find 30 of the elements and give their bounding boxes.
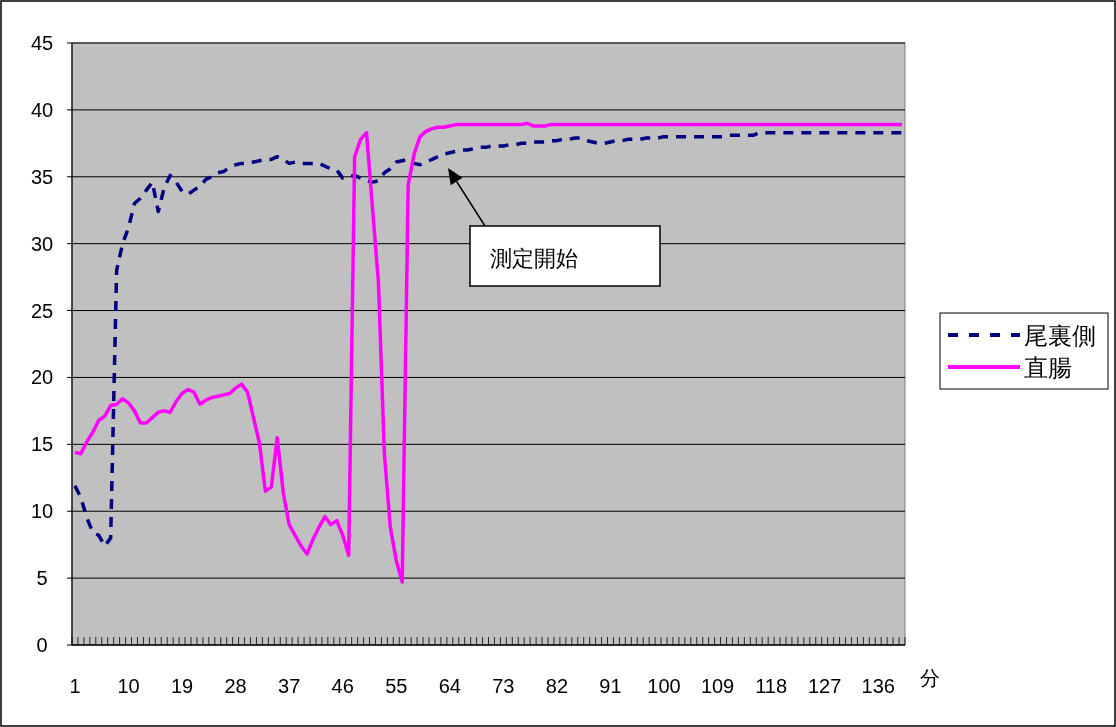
y-tick-label: 5 [36, 567, 48, 590]
x-tick-label: 136 [861, 675, 895, 697]
x-tick-label: 1 [69, 675, 81, 697]
x-tick-label: 118 [755, 675, 788, 697]
x-tick-label: 91 [599, 675, 622, 697]
x-tick-label: 100 [647, 675, 681, 697]
x-tick-label: 46 [331, 675, 354, 697]
legend-label: 尾裏側 [1024, 322, 1096, 349]
x-tick-label: 64 [438, 675, 461, 697]
y-tick-label: 0 [36, 634, 48, 656]
x-tick-label: 28 [224, 675, 247, 697]
x-tick-label: 37 [278, 675, 301, 697]
y-tick-label: 25 [30, 299, 54, 322]
x-tick-label: 55 [385, 675, 408, 697]
annotation: 測定開始 [490, 246, 578, 271]
x-tick-label: 109 [700, 675, 735, 697]
legend-label: 直腸 [1024, 354, 1072, 381]
y-tick-label: 35 [30, 165, 54, 188]
y-tick-label: 40 [30, 98, 54, 121]
y-tick-label: 15 [30, 433, 54, 456]
y-tick-label: 30 [30, 232, 54, 255]
y-tick-label: 45 [30, 32, 54, 54]
x-tick-label: 82 [545, 675, 569, 697]
y-tick-label: 20 [30, 366, 54, 389]
x-tick-label: 10 [117, 675, 140, 697]
x-tick-label: 127 [807, 675, 842, 697]
x-axis-title: 分 [920, 667, 940, 689]
x-tick-label: 73 [492, 675, 515, 697]
x-tick-label: 19 [170, 675, 194, 697]
y-tick-label: 10 [30, 500, 54, 523]
